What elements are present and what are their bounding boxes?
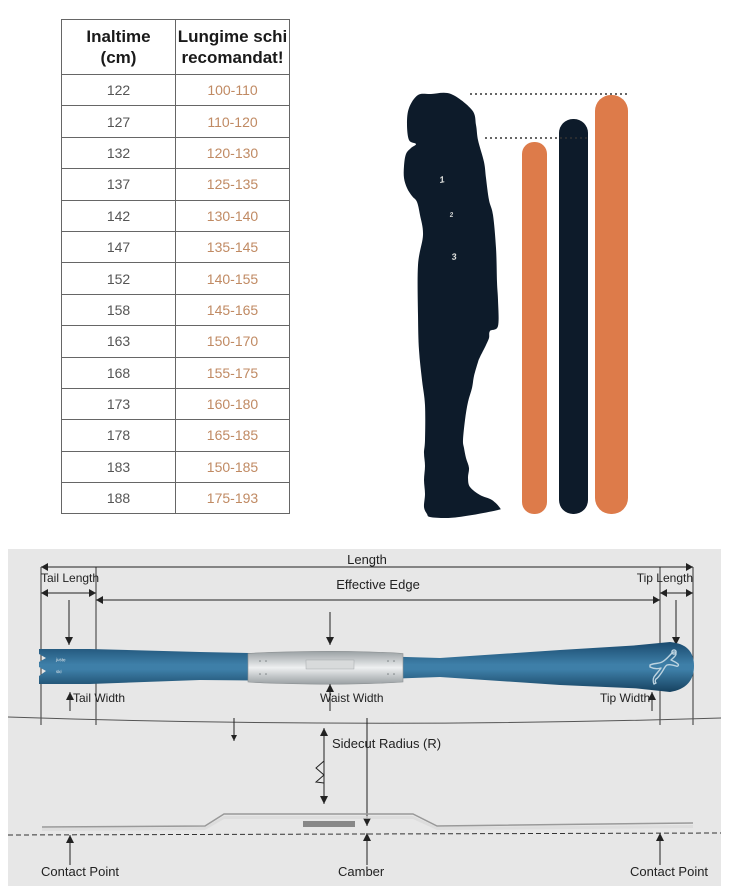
- svg-text:Length: Length: [347, 552, 387, 567]
- svg-text:Tail Length: Tail Length: [41, 571, 99, 585]
- svg-text:Camber: Camber: [338, 864, 385, 879]
- svg-text:Sidecut Radius (R): Sidecut Radius (R): [332, 736, 441, 751]
- svg-text:Tail Width: Tail Width: [73, 691, 125, 705]
- svg-text:ski: ski: [56, 669, 62, 674]
- svg-text:Contact Point: Contact Point: [41, 864, 119, 879]
- svg-text:Tip Length: Tip Length: [637, 571, 693, 585]
- svg-text:Effective Edge: Effective Edge: [336, 577, 420, 592]
- svg-text:Contact Point: Contact Point: [630, 864, 708, 879]
- svg-text:juste: juste: [55, 657, 66, 662]
- svg-text:Tip Width: Tip Width: [600, 691, 650, 705]
- svg-text:Waist Width: Waist Width: [320, 691, 384, 705]
